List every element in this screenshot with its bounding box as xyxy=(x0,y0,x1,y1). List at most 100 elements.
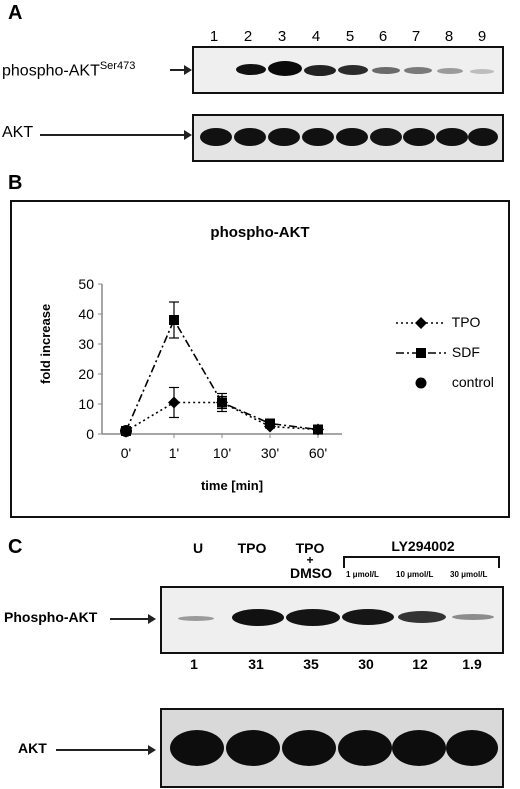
panel-b-letter: B xyxy=(8,172,23,194)
arrow-icon xyxy=(40,130,192,140)
lane-number: 4 xyxy=(311,28,321,45)
conc-1: 1 μmol/L xyxy=(346,570,379,579)
blot-a-total xyxy=(192,114,504,162)
col-tpo-dmso-bottom: DMSO xyxy=(290,565,332,581)
band xyxy=(470,69,494,74)
band xyxy=(468,128,498,146)
band xyxy=(370,128,402,146)
chart-svg: 0 10 20 30 40 50 0' 1' 10' 30' 60' xyxy=(78,276,342,461)
band xyxy=(403,128,435,146)
band xyxy=(282,730,336,766)
col-tpo-dmso-plus: + xyxy=(306,553,314,567)
band xyxy=(236,64,266,75)
band xyxy=(404,67,432,74)
band xyxy=(304,65,336,76)
arrow-icon xyxy=(110,614,156,624)
band xyxy=(302,128,334,146)
conc-10: 10 μmol/L xyxy=(396,570,434,579)
phospho-akt-text: phospho-AKT xyxy=(2,62,100,80)
band xyxy=(178,616,214,621)
quant-value: 1.9 xyxy=(462,656,482,672)
panel-a-lane-numbers: 1 2 3 4 5 6 7 8 9 xyxy=(200,28,500,48)
inhibitor-label: LY294002 xyxy=(391,538,455,554)
data-point-sdf xyxy=(265,418,275,429)
arrow-icon xyxy=(170,65,192,75)
panel-c-letter: C xyxy=(8,536,23,558)
data-point-sdf xyxy=(313,424,323,435)
phospho-akt-ser473-label: phospho-AKTSer473 xyxy=(2,60,135,80)
data-point-sdf xyxy=(217,397,227,408)
band xyxy=(338,65,368,75)
ser473-superscript: Ser473 xyxy=(99,60,136,72)
quant-value: 1 xyxy=(190,656,198,672)
y-tick-label: 20 xyxy=(78,366,94,382)
y-tick-label: 40 xyxy=(78,306,94,322)
chart-title: phospho-AKT xyxy=(210,224,310,241)
legend-label-sdf: SDF xyxy=(451,344,480,360)
band xyxy=(232,609,284,626)
col-tpo-dmso-top: TPO xyxy=(295,540,325,556)
data-point-control xyxy=(120,425,132,437)
lane-number: 1 xyxy=(209,28,219,45)
band xyxy=(200,128,232,146)
x-tick-label: 0' xyxy=(121,445,131,461)
conc-30: 30 μmol/L xyxy=(450,570,488,579)
band xyxy=(446,730,498,766)
y-tick-label: 30 xyxy=(78,336,94,352)
band xyxy=(437,68,463,74)
x-tick-label: 30' xyxy=(261,445,279,461)
legend-label-tpo: TPO xyxy=(451,314,481,330)
band xyxy=(342,609,394,625)
legend-item-sdf: SDF xyxy=(396,344,480,360)
quant-value: 30 xyxy=(358,656,374,672)
band xyxy=(268,128,300,146)
band xyxy=(170,730,224,766)
y-axis-label: fold increase xyxy=(38,303,53,384)
x-tick-label: 60' xyxy=(309,445,327,461)
series-line-sdf xyxy=(125,318,319,432)
band xyxy=(398,611,446,623)
y-tick-label: 0 xyxy=(86,426,94,442)
band xyxy=(268,61,302,76)
lane-number: 2 xyxy=(243,28,253,45)
legend-label-control: control xyxy=(451,374,494,390)
data-point-tpo xyxy=(168,396,180,409)
blot-c-total xyxy=(160,708,504,788)
quant-value: 31 xyxy=(248,656,264,672)
blot-c-phospho xyxy=(160,586,504,654)
quant-value: 35 xyxy=(303,656,319,672)
band xyxy=(234,128,266,146)
band xyxy=(372,67,400,74)
quant-value: 12 xyxy=(412,656,428,672)
lane-number: 8 xyxy=(444,28,454,45)
band xyxy=(392,730,446,766)
legend-item-control: control xyxy=(396,374,494,390)
akt-c-label: AKT xyxy=(18,740,47,756)
inhibitor-bracket xyxy=(343,556,500,568)
col-tpo: TPO xyxy=(237,540,267,556)
legend-swatch-sdf xyxy=(396,348,446,359)
band xyxy=(452,614,494,620)
band xyxy=(436,128,468,146)
lane-number: 7 xyxy=(411,28,421,45)
x-tick-label: 10' xyxy=(213,445,231,461)
lane-number: 6 xyxy=(378,28,388,45)
lane-number: 5 xyxy=(345,28,355,45)
x-axis-label: time [min] xyxy=(200,478,264,493)
legend-item-tpo: TPO xyxy=(396,314,480,330)
akt-label: AKT xyxy=(2,124,34,141)
legend-swatch-control xyxy=(415,377,427,389)
lane-number: 9 xyxy=(477,28,487,45)
blot-a-phospho xyxy=(192,46,504,94)
phospho-akt-c-label: Phospho-AKT xyxy=(4,609,98,625)
band xyxy=(336,128,368,146)
data-point-sdf xyxy=(169,315,179,325)
quant-row: 1 31 35 30 12 1.9 xyxy=(160,654,500,674)
band xyxy=(226,730,280,766)
y-tick-label: 50 xyxy=(78,276,94,292)
arrow-icon xyxy=(56,745,156,755)
band xyxy=(338,730,392,766)
lane-number: 3 xyxy=(277,28,287,45)
legend-swatch-tpo xyxy=(396,317,446,330)
chart-frame: phospho-AKT 0 10 20 30 40 50 0' 1' 10' 30' 60' fol… xyxy=(10,200,510,518)
